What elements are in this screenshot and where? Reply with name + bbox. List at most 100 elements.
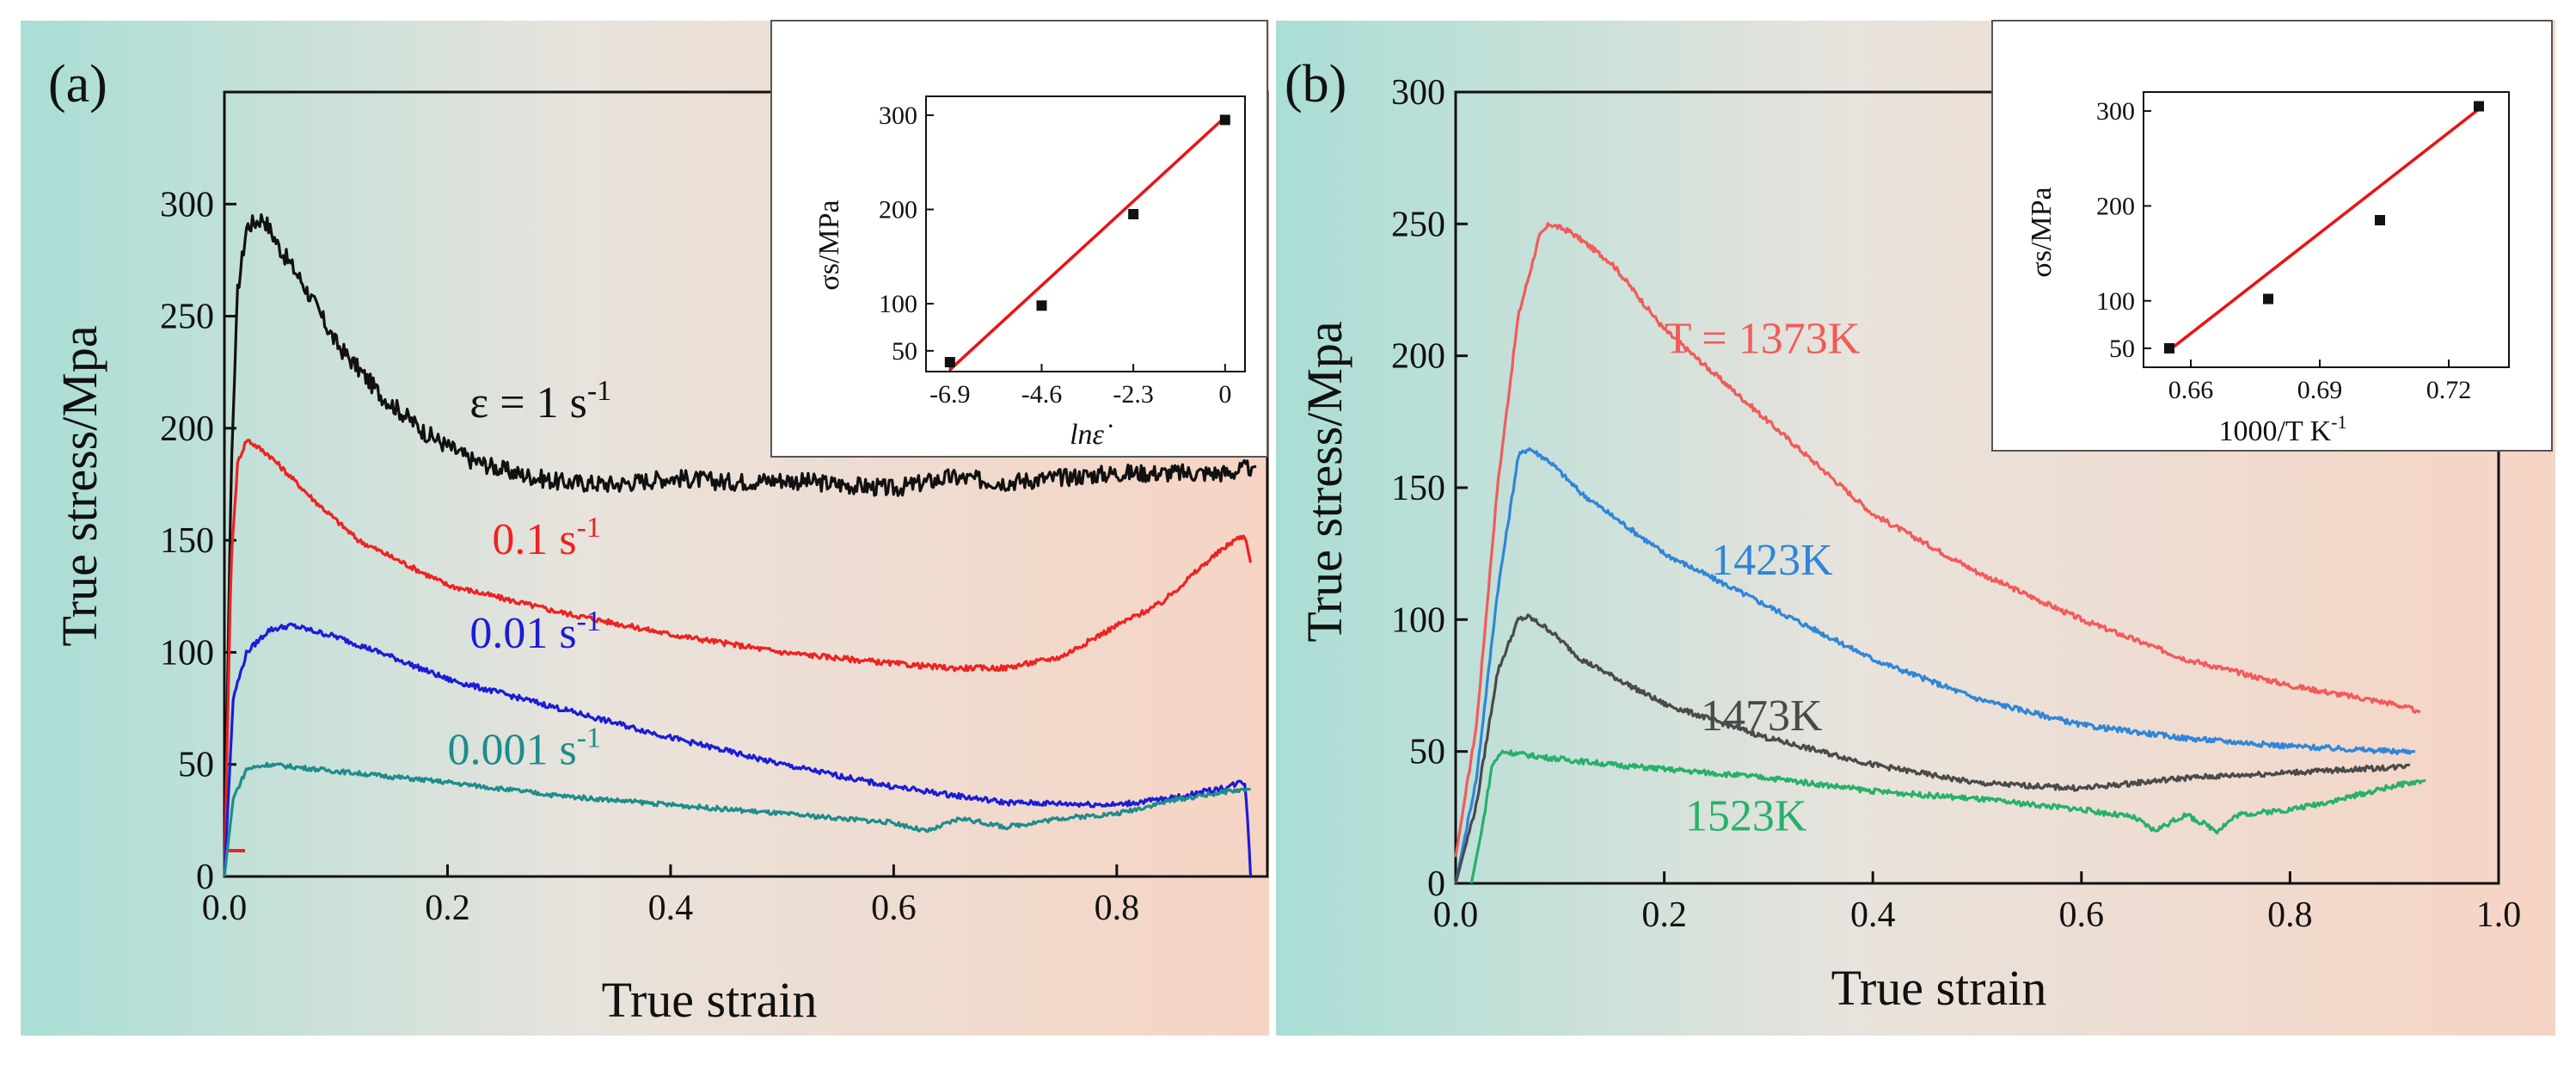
panel-a-y-axis-title: True stress/Mpa: [52, 325, 107, 646]
panel-b-inset-x-title-main: 1000/T K: [2219, 415, 2332, 447]
panel-a-inset-x-tick-label: -4.6: [1021, 380, 1063, 409]
panel-a-inset-y-tick-label: 100: [879, 290, 917, 318]
panel-a-inset-x-tick-label: -2.3: [1113, 380, 1154, 409]
panel-b-series-label-text: T = 1373K: [1665, 315, 1861, 364]
panel-b-series-line: [1469, 749, 2426, 884]
panel-a-x-axis-title: True strain: [602, 972, 818, 1028]
panel-a-y-tick-label: 150: [160, 521, 214, 561]
panel-a-series-label-sup: -1: [577, 606, 601, 637]
panel-b-label: (b): [1285, 55, 1346, 114]
panel-a-inset-y-tick-label: 50: [892, 337, 917, 366]
panel-b-y-tick-label: 250: [1391, 205, 1445, 244]
panel-b-inset-y-tick-label: 200: [2096, 192, 2135, 220]
panel-a-series-line: [223, 622, 1253, 877]
panel-b-inset-x-tick-label: 0.66: [2168, 376, 2214, 404]
panel-b-series-label: T = 1373K: [1665, 315, 1861, 364]
panel-a-series-labels: ε = 1 s-10.1 s-10.01 s-10.001 s-1: [447, 375, 611, 775]
panel-b-series: [1454, 222, 2426, 884]
panel-b-y-tick-label: 0: [1427, 864, 1445, 904]
panel-b-inset-data-point: [2164, 342, 2174, 354]
panel-a-inset-y-title: σs/MPa: [813, 200, 845, 290]
panel-b-inset-y-title: σs/MPa: [2026, 187, 2058, 277]
panel-a-y-tick-label: 0: [196, 858, 214, 897]
panel-b: 0.0 0.2 0.4 0.6 0.8 1.0 0 50 100 150 200 250 300 T =…: [1285, 20, 2553, 1016]
panel-b-series-label: 1423K: [1711, 536, 1833, 585]
panel-a-label: (a): [48, 55, 107, 114]
panel-b-x-tick-label: 0.2: [1641, 895, 1687, 935]
panel-b-inset-axes: 0.66 0.69 0.72 50 100 200 300: [2096, 97, 2471, 404]
panel-a-series-label-text: 0.1 s: [492, 515, 576, 564]
panel-b-inset: 0.66 0.69 0.72 50 100 200 300 1000/T K-1 σs/MP…: [1991, 20, 2553, 452]
panel-a-x-tick-label: 0.2: [425, 889, 470, 928]
panel-a-y-tick-label: 300: [160, 185, 214, 224]
panel-a-series-line: [223, 213, 1257, 877]
panel-b-inset-x-title-sup: -1: [2331, 411, 2346, 433]
panel-a-series-label-sup: -1: [587, 375, 611, 407]
panel-a-inset-plot-frame: [925, 95, 1246, 372]
panel-a-inset-data-point: [1128, 208, 1139, 219]
panel-a-y-tick-label: 250: [160, 298, 214, 337]
panel-b-inset-data-point: [2375, 214, 2385, 225]
panel-b-series-line: [1454, 447, 2415, 884]
panel-a-x-tick-label: 0.0: [202, 889, 248, 928]
panel-a-y-tick-label: 100: [160, 633, 214, 673]
panel-a-axes: 0.0 0.2 0.4 0.6 0.8 0 50 100 150 200 250 300: [160, 185, 1139, 928]
panel-b-y-axis-title: True stress/Mpa: [1297, 321, 1352, 642]
panel-a-x-tick-label: 0.6: [871, 889, 917, 928]
panel-a-inset-y-tick-label: 200: [879, 196, 917, 224]
panel-b-series-label-text: 1423K: [1711, 536, 1833, 585]
panel-a-y-tick-label: 50: [178, 746, 214, 785]
panel-b-series-line: [1454, 222, 2421, 858]
panel-a-series-label-sup: -1: [577, 512, 601, 544]
panel-b-series-labels: T = 1373K 1423K 1473K 1523K: [1665, 315, 1861, 841]
panel-b-inset-y-tick-label: 300: [2096, 97, 2135, 126]
panel-a-x-tick-label: 0.4: [648, 889, 694, 928]
panel-a-plot-frame: [223, 90, 1269, 878]
panel-a-series-label-text: 0.01 s: [469, 609, 576, 658]
panel-a-series-label-sup: -1: [577, 723, 601, 754]
panel-a: 0.0 0.2 0.4 0.6 0.8 0 50 100 150 200 250 300 ε = 1 …: [48, 20, 1269, 1028]
panel-a-series: [223, 213, 1257, 877]
panel-a-inset-data-point: [944, 357, 955, 368]
panel-b-y-tick-label: 100: [1391, 600, 1445, 640]
panel-a-series-label: 0.001 s-1: [447, 723, 601, 775]
panel-b-series-label: 1473K: [1701, 692, 1823, 741]
panel-a-inset-x-tick-label: 0: [1218, 380, 1231, 409]
panel-b-series-label: 1523K: [1685, 792, 1807, 841]
panel-b-inset-x-title: 1000/T K-1: [2219, 411, 2347, 447]
panel-a-inset-data-point: [1219, 114, 1230, 126]
panel-a-inset-y-tick-label: 300: [879, 101, 917, 130]
panel-b-y-tick-label: 150: [1391, 469, 1445, 508]
panel-a-series-label-text: ε = 1 s: [469, 378, 586, 427]
panel-b-inset-y-tick-label: 50: [2109, 335, 2135, 363]
panel-b-x-tick-label: 0.4: [1850, 895, 1896, 935]
panel-b-y-tick-label: 300: [1391, 73, 1445, 113]
panel-a-inset-x-tick-label: -6.9: [929, 380, 971, 409]
panel-b-x-tick-label: 0.6: [2059, 895, 2105, 935]
panel-b-x-tick-label: 0.8: [2267, 895, 2313, 935]
panel-a-inset-marks: [944, 114, 1230, 372]
panel-b-series-line: [1454, 613, 2411, 884]
panel-a-series-line: [223, 761, 1251, 877]
panel-a-series-label: 0.01 s-1: [469, 606, 601, 658]
panel-b-series-label-text: 1473K: [1701, 692, 1823, 741]
panel-b-axes: 0.0 0.2 0.4 0.6 0.8 1.0 0 50 100 150 200 250 300: [1391, 73, 2521, 935]
panel-a-y-tick-label: 200: [160, 409, 214, 449]
panel-b-inset-data-point: [2263, 293, 2273, 304]
panel-b-y-tick-label: 50: [1409, 733, 1445, 772]
panel-b-inset-x-tick-label: 0.69: [2297, 376, 2343, 404]
panel-a-series-label: 0.1 s-1: [492, 512, 601, 564]
panel-b-x-tick-label: 1.0: [2476, 895, 2522, 935]
panel-a-series-label-text: 0.001 s: [447, 726, 576, 775]
panel-b-x-tick-label: 0.0: [1433, 895, 1479, 935]
panel-a-x-tick-label: 0.8: [1095, 889, 1140, 928]
panel-b-series-label-text: 1523K: [1685, 792, 1807, 841]
panel-b-inset-y-tick-label: 100: [2096, 287, 2135, 316]
panel-b-inset-fit-line: [2168, 108, 2481, 352]
panel-b-y-tick-label: 200: [1391, 337, 1445, 377]
panel-b-x-axis-title: True strain: [1831, 960, 2047, 1016]
panel-a-inset-data-point: [1036, 300, 1047, 311]
panel-a-series-line: [223, 439, 1253, 877]
